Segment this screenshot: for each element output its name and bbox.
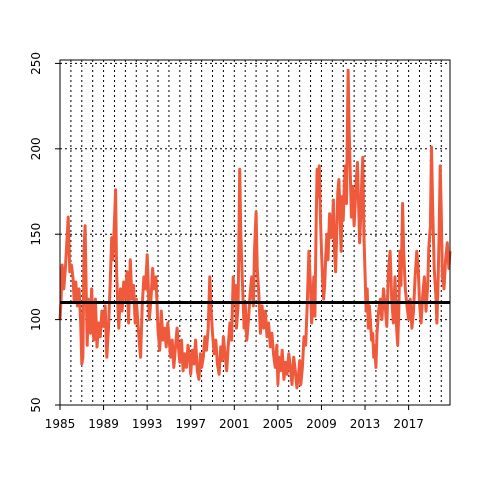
x-tick-label: 2017 xyxy=(393,417,424,431)
x-tick-label: 1989 xyxy=(88,417,119,431)
y-tick-label: 50 xyxy=(29,397,43,412)
series-layer xyxy=(58,68,452,390)
x-tick-label: 2013 xyxy=(350,417,381,431)
series-line xyxy=(58,68,452,390)
x-tick-label: 1997 xyxy=(175,417,206,431)
x-tick-label: 2009 xyxy=(306,417,337,431)
y-tick-label: 200 xyxy=(29,137,43,160)
x-tick-label: 2001 xyxy=(219,417,250,431)
y-tick-label: 150 xyxy=(29,223,43,246)
plot-frame xyxy=(59,59,451,406)
x-tick-label: 1993 xyxy=(132,417,163,431)
x-tick-label: 1985 xyxy=(45,417,76,431)
y-tick-label: 100 xyxy=(29,308,43,331)
x-tick-label: 2005 xyxy=(263,417,294,431)
y-axis: 50 100 150 200 250 xyxy=(29,52,60,413)
x-axis: 1985 1989 1993 1997 2001 2005 2009 2013 2017 xyxy=(45,405,424,431)
y-tick-label: 250 xyxy=(29,52,43,75)
